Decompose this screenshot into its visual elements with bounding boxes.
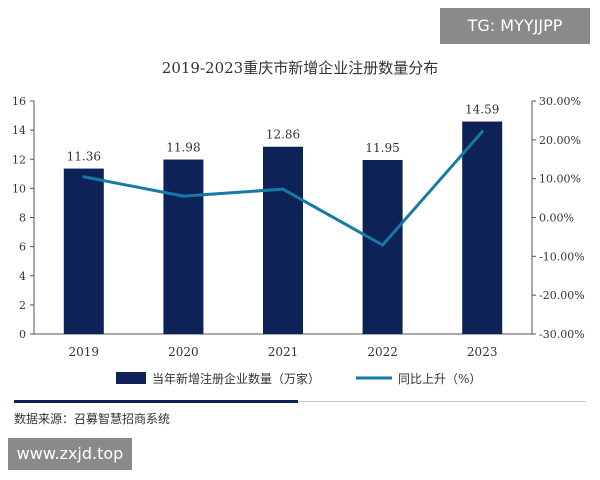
bar-data-label: 11.36: [67, 150, 101, 164]
bar-2020: [163, 159, 204, 334]
right-tick-label: 30.00%: [539, 95, 581, 108]
legend-label-bar: 当年新增注册企业数量（万家）: [152, 371, 320, 386]
bar-2021: [263, 146, 303, 334]
watermark-top: TG: MYYJJPP: [440, 8, 590, 44]
chart-title: 2019-2023重庆市新增企业注册数量分布: [162, 59, 438, 77]
footer-divider: [298, 401, 586, 402]
left-tick-label: 14: [12, 124, 26, 137]
left-tick-label: 4: [19, 270, 26, 283]
left-tick-label: 2: [19, 299, 26, 312]
legend: 当年新增注册企业数量（万家） 同比上升（%）: [116, 371, 481, 386]
yoy-growth-point: [181, 194, 185, 198]
watermark-bottom: www.zxjd.top: [8, 438, 132, 470]
yoy-growth-point: [82, 175, 86, 179]
plot-area: 0 2 4 6 8 10 12 14 16 -30.00% -20.00% -10.00% 0.00% 1…: [12, 95, 585, 359]
left-tick-label: 0: [19, 328, 26, 341]
right-tick-label: -10.00%: [539, 250, 585, 263]
bar-2023: [462, 121, 503, 334]
x-tick-label: 2022: [367, 345, 398, 359]
right-tick-label: 0.00%: [539, 212, 574, 225]
left-tick-label: 16: [12, 95, 26, 108]
left-tick-label: 8: [19, 212, 26, 225]
source-note: 数据来源：召募智慧招商系统: [14, 412, 171, 426]
left-tick-label: 6: [19, 241, 26, 254]
x-tick-label: 2020: [168, 345, 199, 359]
x-tick-label: 2023: [467, 345, 498, 359]
x-tick-label: 2021: [268, 345, 299, 359]
yoy-growth-point: [480, 130, 484, 134]
bar-data-label: 11.95: [365, 141, 399, 155]
bar-2019: [63, 168, 104, 334]
yoy-growth-point: [281, 187, 285, 191]
right-tick-label: 10.00%: [539, 173, 581, 186]
yoy-growth-point: [381, 243, 385, 247]
footer-divider-accent: [14, 400, 298, 403]
bar-data-label: 14.59: [465, 103, 499, 117]
x-tick-label: 2019: [69, 345, 100, 359]
right-tick-label: -30.00%: [539, 328, 585, 341]
bar-data-label: 12.86: [266, 128, 300, 142]
bar-data-label: 11.98: [166, 141, 200, 155]
right-tick-label: 20.00%: [539, 134, 581, 147]
left-tick-label: 12: [12, 153, 26, 166]
right-tick-label: -20.00%: [539, 289, 585, 302]
left-tick-label: 10: [12, 182, 26, 195]
legend-label-line: 同比上升（%）: [398, 372, 481, 386]
legend-swatch-bar: [116, 372, 146, 384]
bar-2022: [362, 159, 403, 334]
